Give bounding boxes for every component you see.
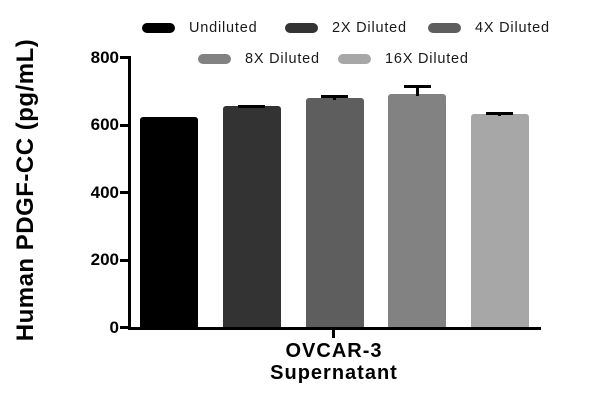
y-tick-label-600: 600 — [90, 115, 119, 134]
legend-label-4x-diluted: 4X Diluted — [475, 20, 550, 36]
legend-item-undiluted: Undiluted — [142, 20, 258, 36]
legend-swatch-4x-diluted — [428, 23, 461, 33]
error-bar-cap-16x-diluted — [486, 111, 514, 115]
bar-16x-diluted — [470, 114, 529, 329]
legend-item-4x-diluted: 4X Diluted — [428, 20, 550, 36]
y-tick-label-200: 200 — [90, 250, 119, 269]
legend-swatch-undiluted — [142, 23, 175, 33]
x-axis-group-label: OVCAR-3 Supernatant — [270, 340, 398, 384]
legend-swatch-8x-diluted — [198, 54, 231, 64]
legend-item-2x-diluted: 2X Diluted — [285, 20, 407, 36]
y-tick-label-400: 400 — [90, 182, 119, 202]
error-bar-8x-diluted — [415, 84, 419, 96]
legend-item-16x-diluted: 16X Diluted — [338, 51, 469, 67]
bar-8x-diluted — [388, 93, 447, 329]
y-tick-label-800: 800 — [90, 47, 119, 67]
x-axis-line — [128, 327, 541, 330]
legend-swatch-2x-diluted — [285, 23, 318, 33]
y-tick-200 — [120, 258, 128, 262]
legend-swatch-16x-diluted — [338, 54, 371, 64]
x-axis-group-label-line1: OVCAR-3 — [285, 340, 383, 362]
legend-label-2x-diluted: 2X Diluted — [332, 20, 407, 36]
error-bar-cap-4x-diluted — [321, 94, 348, 98]
legend-label-undiluted: Undiluted — [189, 20, 258, 36]
y-axis-title: Human PDGF-CC (pg/mL) — [12, 38, 39, 342]
legend-label-8x-diluted: 8X Diluted — [245, 51, 320, 67]
bar-2x-diluted — [222, 106, 281, 329]
y-tick-0 — [120, 326, 128, 329]
legend-label-16x-diluted: 16X Diluted — [385, 51, 469, 67]
x-axis-group-label-line2: Supernatant — [270, 362, 398, 384]
bar-undiluted — [140, 116, 199, 329]
legend-item-8x-diluted: 8X Diluted — [198, 51, 320, 67]
x-tick-ovcar-3 — [332, 330, 335, 338]
y-tick-400 — [120, 191, 128, 194]
error-bar-cap-2x-diluted — [238, 104, 266, 108]
bar-4x-diluted — [305, 98, 364, 329]
y-axis-line — [128, 56, 131, 330]
error-bar-cap-8x-diluted — [403, 84, 431, 88]
y-tick-800 — [120, 56, 128, 59]
y-tick-600 — [120, 123, 128, 127]
y-tick-label-0: 0 — [109, 317, 119, 337]
